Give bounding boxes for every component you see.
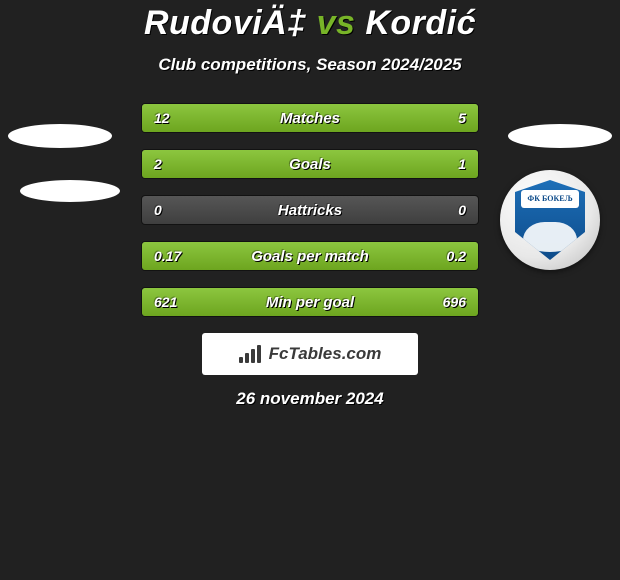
generated-date: 26 november 2024	[0, 389, 620, 409]
stat-row: 0.17Goals per match0.2	[141, 241, 479, 271]
player-left-photo	[8, 124, 112, 148]
stat-label: Goals per match	[142, 248, 478, 265]
brand-bars-icon	[239, 345, 261, 363]
stat-row: 2Goals1	[141, 149, 479, 179]
stat-row: 621Min per goal696	[141, 287, 479, 317]
club-right-shield-icon: ФК БОКЕЉ	[515, 180, 585, 260]
stat-label: Matches	[142, 110, 478, 127]
player-left-suffix: Ä‡	[262, 4, 306, 42]
brand-text: FcTables.com	[269, 344, 382, 364]
stat-label: Goals	[142, 156, 478, 173]
club-right-badge: ФК БОКЕЉ	[500, 170, 600, 270]
stat-row: 12Matches5	[141, 103, 479, 133]
brand-link[interactable]: FcTables.com	[202, 333, 418, 375]
stat-row: 0Hattricks0	[141, 195, 479, 225]
page-title: RudoviÄ‡ vs Kordić	[0, 4, 620, 43]
stats-table: 12Matches5 2Goals1 0Hattricks0 0.17Goals pe…	[141, 103, 479, 317]
player-left-name: Rudovi	[144, 4, 262, 42]
subtitle: Club competitions, Season 2024/2025	[0, 55, 620, 75]
stat-label: Hattricks	[142, 202, 478, 219]
player-right-name: Kordić	[365, 4, 476, 42]
comparison-card: RudoviÄ‡ vs Kordić Club competitions, Se…	[0, 0, 620, 409]
player-right-photo	[508, 124, 612, 148]
club-right-ribbon: ФК БОКЕЉ	[521, 190, 579, 208]
club-left-badge	[20, 180, 120, 202]
stat-label: Min per goal	[142, 294, 478, 311]
vs-separator: vs	[307, 4, 366, 42]
